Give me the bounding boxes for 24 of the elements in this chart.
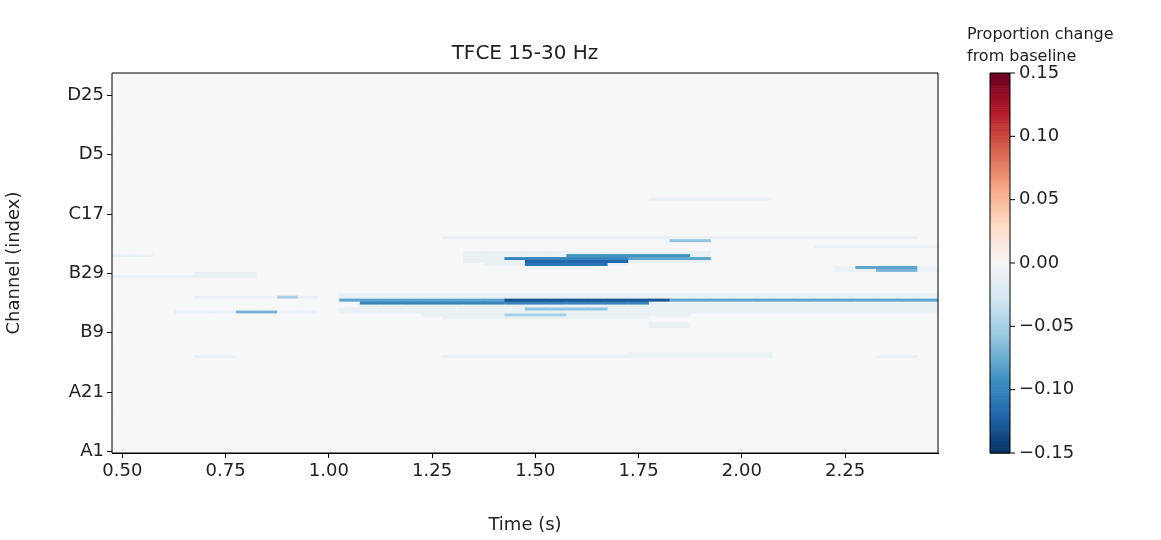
color-bar-label: 0.10 bbox=[1019, 124, 1060, 146]
chart-title: TFCE 15-30 Hz bbox=[450, 40, 599, 64]
x-tick-label: 0.50 bbox=[102, 459, 143, 481]
color-bar-label: 0.05 bbox=[1019, 187, 1060, 209]
y-tick-label: A1 bbox=[80, 439, 104, 461]
y-tick-label: B9 bbox=[80, 320, 104, 342]
x-axis-title: Time (s) bbox=[487, 512, 562, 534]
color-bar-label: −0.10 bbox=[1019, 377, 1075, 399]
x-tick-label: 1.00 bbox=[308, 459, 349, 481]
y-tick-label: B29 bbox=[68, 261, 104, 283]
x-tick-label: 2.25 bbox=[825, 459, 866, 481]
color-bar-label: −0.15 bbox=[1019, 440, 1075, 462]
x-tick-label: 1.75 bbox=[618, 459, 659, 481]
color-bar-label: 0.00 bbox=[1019, 250, 1060, 272]
x-tick-label: 1.25 bbox=[412, 459, 453, 481]
y-tick-label: D5 bbox=[78, 142, 104, 164]
y-tick-label: A21 bbox=[68, 379, 104, 401]
y-tick-label: C17 bbox=[68, 201, 104, 223]
y-tick-label: D25 bbox=[67, 82, 104, 104]
x-tick-label: 1.50 bbox=[515, 459, 556, 481]
y-axis-title: Channel (index) bbox=[2, 191, 24, 335]
x-tick-label: 2.00 bbox=[721, 459, 762, 481]
x-tick-label: 0.75 bbox=[205, 459, 246, 481]
color-bar-label: −0.05 bbox=[1019, 314, 1075, 336]
